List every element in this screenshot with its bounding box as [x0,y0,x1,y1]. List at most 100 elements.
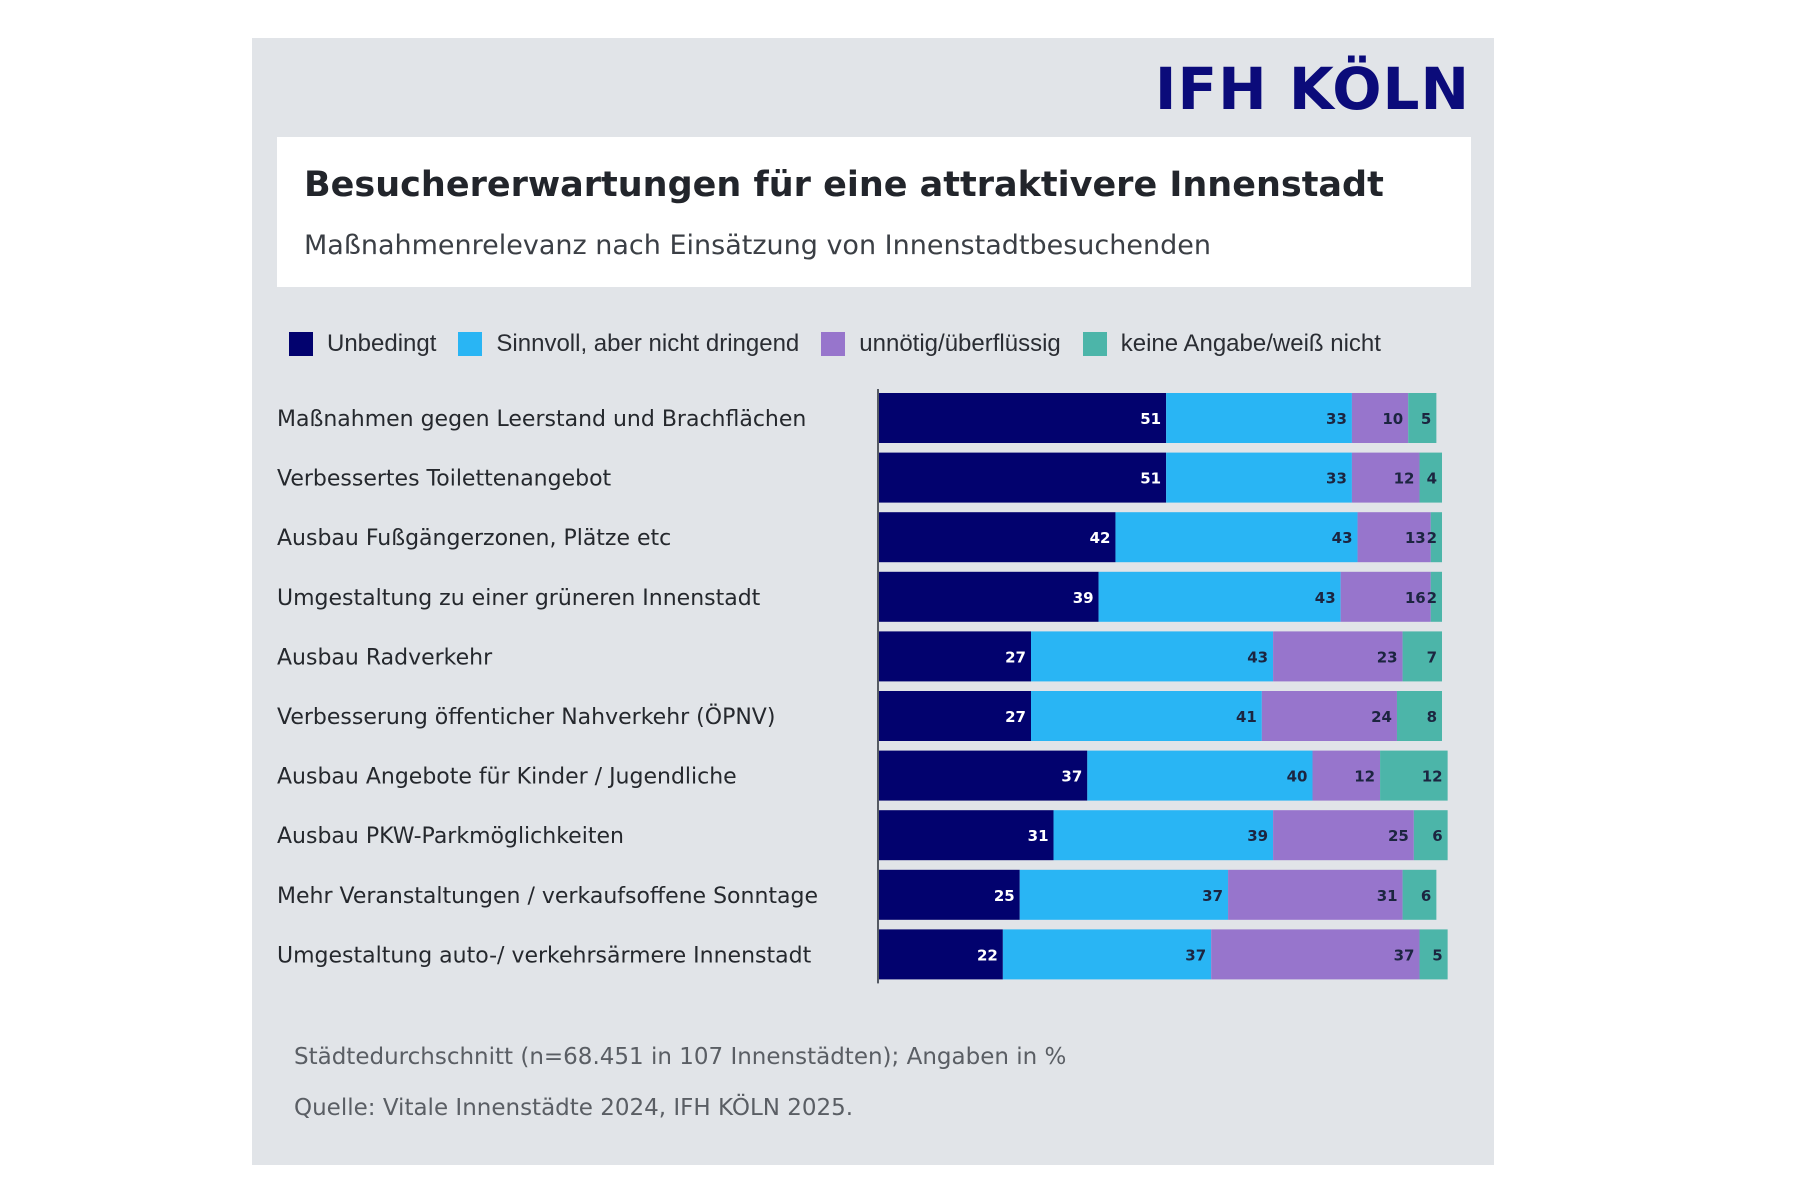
category-label: Umgestaltung zu einer grüneren Innenstad… [277,586,761,611]
bar-segment [1351,452,1420,503]
bar-segment [1380,750,1448,801]
bar-segment [1402,631,1442,682]
bar-segment [1396,691,1442,741]
data-label: 42 [1090,529,1111,547]
data-label: 12 [1394,470,1415,488]
bar-segment [1211,929,1420,980]
bar-segment [1419,929,1448,980]
data-label: 5 [1432,946,1442,964]
bar-segment [1430,512,1442,563]
category-label: Ausbau Radverkehr [277,645,493,670]
bar-segment [1312,750,1381,801]
data-label: 16 [1405,589,1426,607]
category-label: Verbesserung öffenticher Nahverkehr (ÖPN… [277,704,775,730]
data-label: 51 [1140,410,1161,428]
legend-item-keine-angabe: keine Angabe/weiß nicht [1082,330,1381,358]
data-label: 2 [1427,589,1437,607]
data-label: 7 [1427,648,1437,666]
bar-segment [879,452,1167,503]
bar-segment [879,512,1116,563]
data-label: 37 [1394,946,1415,964]
bar-segment [1031,631,1274,682]
sample-note: Städtedurchschnitt (n=68.451 in 107 Inne… [294,1044,1067,1070]
bar-segment [1340,571,1431,622]
bar-segment [879,393,1167,443]
data-label: 43 [1315,589,1336,607]
bar-segment [879,929,1003,980]
bar-segment [879,810,1054,861]
bar-segment [1357,512,1431,563]
data-label: 40 [1287,768,1308,786]
data-label: 24 [1371,708,1392,726]
legend-label: keine Angabe/weiß nicht [1120,330,1381,357]
bar-segment [1430,571,1442,622]
bar-segment [1228,869,1403,920]
data-label: 12 [1354,768,1375,786]
data-label: 22 [977,946,998,964]
legend-swatch [458,332,483,356]
bar-segment [879,571,1099,622]
legend-swatch [821,332,846,356]
category-label: Umgestaltung auto-/ verkehrsärmere Innen… [277,943,812,968]
data-label: 6 [1421,887,1431,905]
bar-segment [1031,691,1262,741]
data-label: 27 [1005,648,1026,666]
data-label: 37 [1061,768,1082,786]
bar-segment [1408,393,1437,443]
chart-subtitle: Maßnahmenrelevanz nach Einsätzung von In… [304,230,1211,261]
data-label: 2 [1427,529,1437,547]
data-label: 37 [1202,887,1223,905]
bar-segment [1053,810,1274,861]
category-label: Mehr Veranstaltungen / verkaufsoffene So… [277,884,818,909]
category-label: Verbessertes Toilettenangebot [277,467,612,492]
bar-segment [1019,869,1229,920]
data-label: 4 [1427,470,1437,488]
bar-segment [1273,631,1403,682]
bar-segment [879,869,1020,920]
data-label: 8 [1427,708,1437,726]
bar-segment [1115,512,1358,563]
stacked-bar-chart: Maßnahmen gegen Leerstand und Brachfläch… [277,389,1448,984]
chart-title: Besuchererwartungen für eine attraktiver… [304,165,1384,205]
data-label: 33 [1326,470,1347,488]
bar-segment [879,631,1032,682]
data-label: 12 [1422,768,1443,786]
data-label: 37 [1185,946,1206,964]
data-label: 39 [1073,589,1094,607]
legend-item-unbedingt: Unbedingt [289,330,436,358]
data-label: 23 [1377,648,1398,666]
chart-panel: IFH KÖLN Besuchererwartungen für eine at… [252,38,1494,1165]
legend-label: unnötig/überflüssig [859,330,1061,357]
data-label: 43 [1247,648,1268,666]
data-label: 43 [1332,529,1353,547]
bar-segment [1402,869,1437,920]
bar-segment [1166,452,1352,503]
data-label: 10 [1382,410,1403,428]
bar-segment [1273,810,1414,861]
category-label: Ausbau PKW-Parkmöglichkeiten [277,824,624,849]
data-label: 41 [1236,708,1257,726]
legend-label: Sinnvoll, aber nicht dringend [496,330,800,357]
data-label: 6 [1432,827,1442,845]
data-label: 25 [994,887,1015,905]
legend-swatch [289,332,313,356]
bar-segment [1166,393,1352,443]
bar-segment [879,691,1032,741]
bar-segment [1087,750,1313,801]
data-label: 31 [1028,827,1049,845]
data-label: 51 [1140,470,1161,488]
bar-segment [1351,393,1409,443]
data-label: 5 [1421,410,1431,428]
bar-segment [879,750,1088,801]
category-label: Ausbau Angebote für Kinder / Jugendliche [277,765,737,790]
source-note: Quelle: Vitale Innenstädte 2024, IFH KÖL… [294,1095,854,1121]
legend-item-unnoetig: unnötig/überflüssig [821,330,1061,358]
category-label: Maßnahmen gegen Leerstand und Brachfläch… [277,407,806,432]
bar-segment [1002,929,1212,980]
bar-segment [1098,571,1341,622]
data-label: 13 [1405,529,1426,547]
category-label: Ausbau Fußgängerzonen, Plätze etc [277,526,671,551]
bar-segment [1419,452,1442,503]
legend-label: Unbedingt [327,330,437,357]
bar-segment [1261,691,1397,741]
